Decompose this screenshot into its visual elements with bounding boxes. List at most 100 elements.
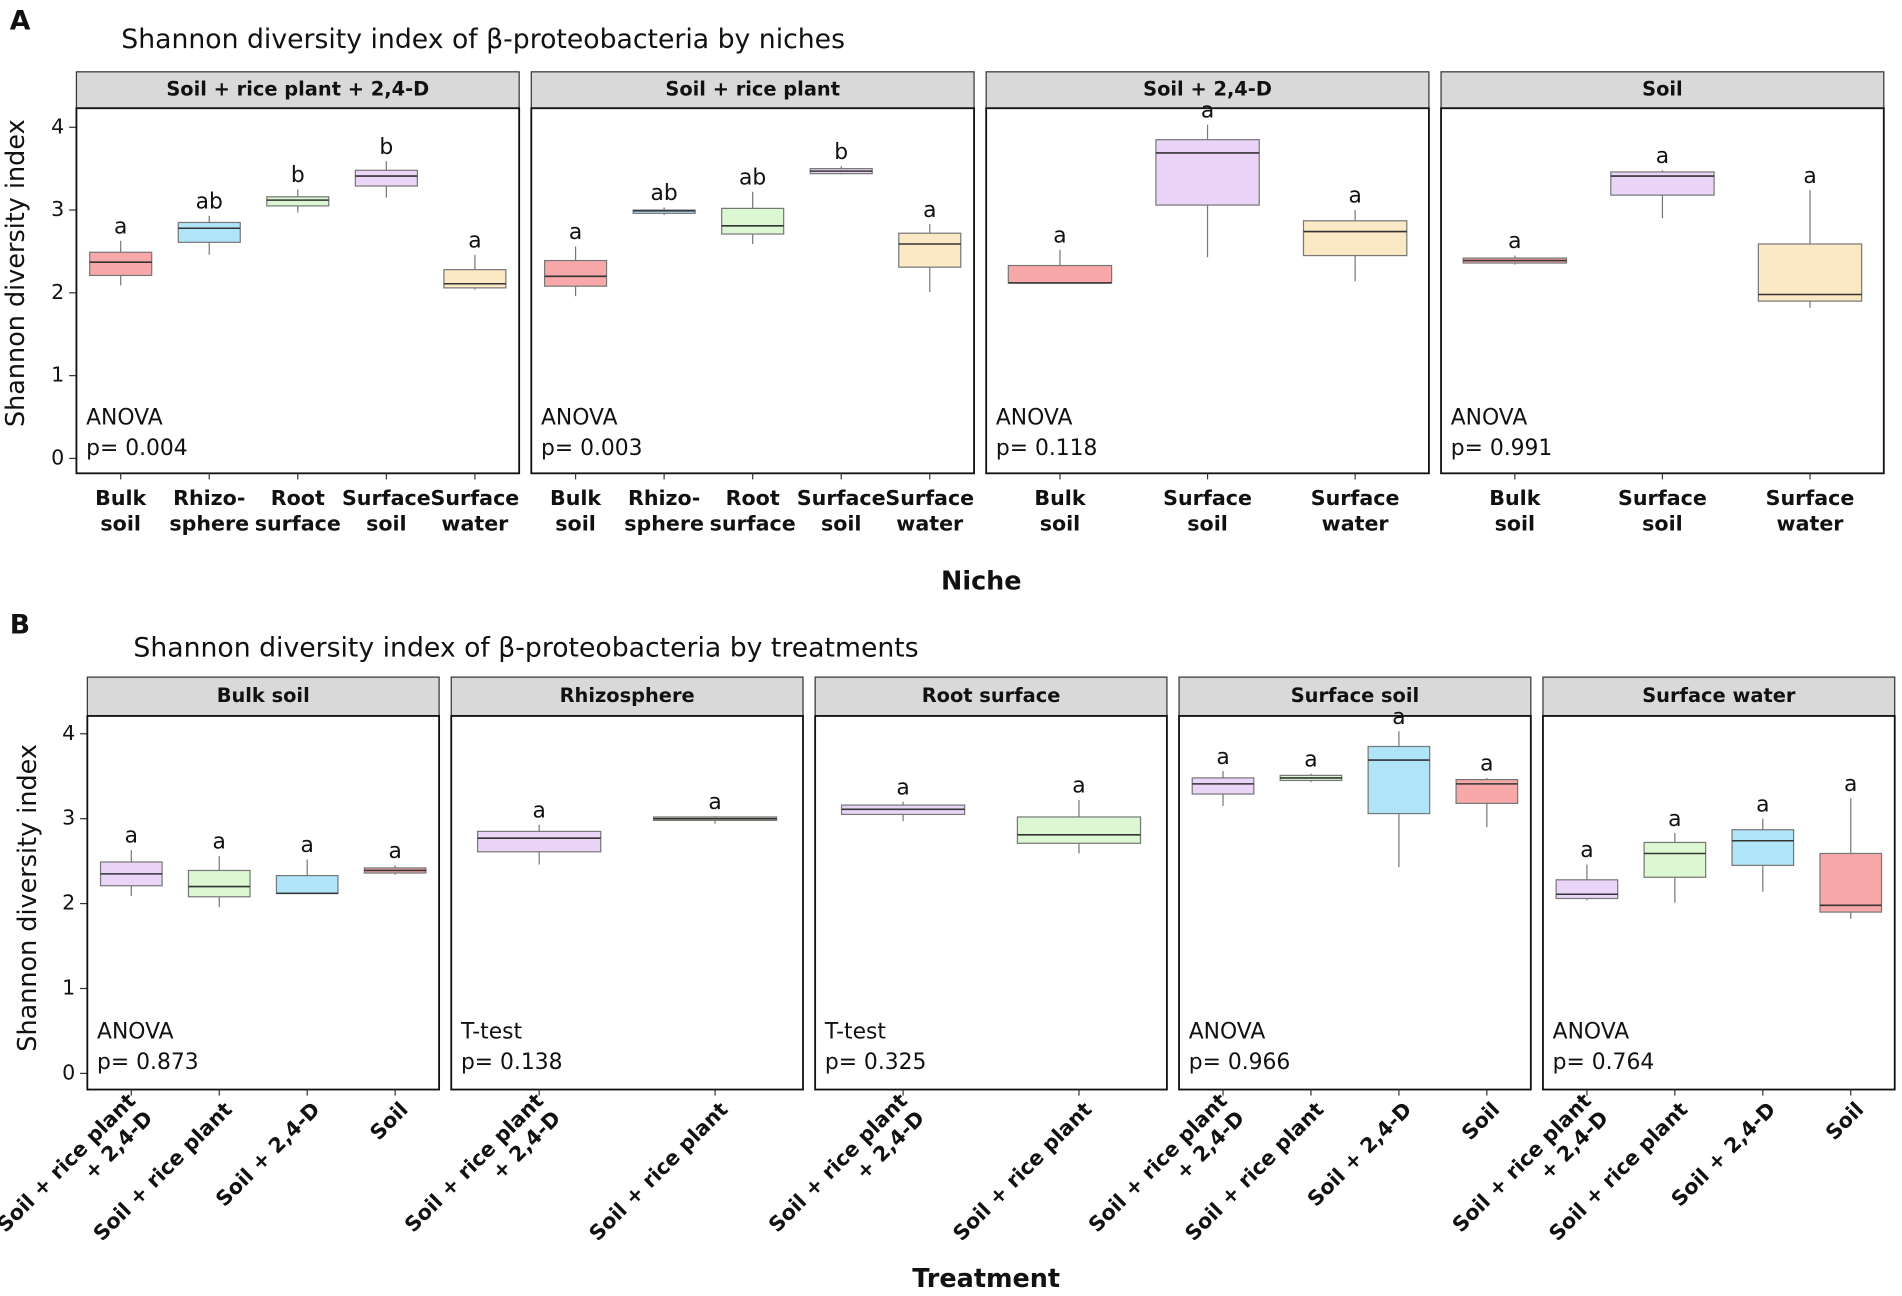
facet-panel [86,715,441,1091]
x-tick-label: Surface [431,486,520,510]
x-tick-label: water [896,511,964,535]
significance-letter: ab [739,165,766,190]
x-tick-label: soil [1495,511,1536,535]
x-tick-label: water [441,511,509,535]
box [898,232,962,268]
stat-test: ANOVA [86,406,163,431]
y-tick-label: 4 [62,721,75,745]
box [477,830,602,853]
y-tick-label: 2 [62,891,75,915]
box [1819,852,1883,913]
box [177,221,241,243]
box [543,259,608,287]
significance-letter: a [300,833,313,858]
x-tick-label: soil [555,511,596,535]
stat-test: ANOVA [996,406,1073,431]
y-tick-label: 0 [62,1060,75,1084]
x-tick-label: soil [100,511,141,535]
significance-letter: a [1656,144,1669,169]
x-tick-label: Bulk [1034,486,1086,510]
x-tick-label: Surface [1766,486,1855,510]
significance-letter: a [896,775,909,800]
significance-letter: a [1216,745,1229,770]
x-tick-label: Bulk [95,486,147,510]
significance-letter: a [1201,98,1214,123]
facet-title: Soil + rice plant [665,78,840,101]
significance-letter: b [379,135,393,160]
box [187,869,251,898]
x-tick-label: sphere [624,511,704,535]
significance-letter: a [125,824,138,849]
significance-letter: b [291,163,305,188]
significance-letter: a [1480,752,1493,777]
significance-letter: a [114,214,127,239]
facet-strip [1542,676,1896,717]
y-tick-label: 2 [51,280,64,304]
box [1007,264,1113,284]
stat-test: ANOVA [541,406,618,431]
x-tick-label: Rhizo- [173,486,245,510]
significance-letter: a [1668,807,1681,832]
significance-letter: a [1844,772,1857,797]
significance-letter: ab [651,181,678,206]
stat-test: ANOVA [97,1020,174,1045]
chart-title: Shannon diversity index of β-proteobacte… [133,633,918,664]
significance-letter: a [1756,792,1769,817]
significance-letter: a [388,839,401,864]
box [354,169,418,187]
box [89,251,153,277]
significance-letter: a [1304,747,1317,772]
x-tick-label: Bulk [1489,486,1541,510]
facet-title: Surface soil [1291,684,1419,707]
x-tick-label: soil [366,511,407,535]
y-tick-label: 1 [62,975,75,999]
box [1016,816,1142,844]
facet-title: Root surface [922,684,1061,707]
box [1367,745,1431,815]
x-tick-label: soil [1187,511,1228,535]
x-tick-label: Surface [1311,486,1400,510]
y-tick-label: 0 [51,445,64,469]
x-tick-label: surface [255,511,341,535]
stat-p: p= 0.764 [1553,1050,1655,1075]
x-tick-label: water [1777,511,1845,535]
box [275,874,339,894]
stat-test: ANOVA [1451,406,1528,431]
significance-letter: a [708,790,721,815]
box [632,209,696,214]
y-tick-label: 3 [62,806,75,830]
significance-letter: a [532,798,545,823]
significance-letter: a [213,830,226,855]
facet-panel [814,715,1168,1091]
facet-strip [814,676,1168,717]
facet-strip [985,71,1430,109]
stat-p: p= 0.991 [1451,436,1553,461]
y-axis-label: Shannon diversity index [13,744,43,1052]
stat-p: p= 0.138 [461,1050,563,1075]
x-tick-label: Bulk [550,486,602,510]
facet-panel [1178,715,1532,1091]
panel-label: B [10,610,30,641]
y-tick-label: 3 [51,197,64,221]
x-tick-label: soil [1040,511,1081,535]
stat-p: p= 0.873 [97,1050,199,1075]
significance-letter: a [1072,774,1085,799]
facet-title: Soil + rice plant + 2,4-D [166,78,429,101]
x-tick-label: Root [726,486,780,510]
box [1731,829,1795,866]
facet-panel [450,715,804,1091]
significance-letter: a [1508,229,1521,254]
stat-test: ANOVA [1189,1020,1266,1045]
x-tick-label: Surface [885,486,974,510]
significance-letter: a [1580,838,1593,863]
box [1155,139,1260,206]
stat-p: p= 0.118 [996,436,1098,461]
facet-title: Surface water [1642,684,1796,707]
facet-panel [1542,715,1896,1091]
x-tick-label: Surface [1618,486,1707,510]
facet-title: Soil [1642,78,1683,101]
stat-test: T-test [460,1020,523,1045]
stat-test: T-test [824,1020,887,1045]
stat-p: p= 0.004 [86,436,188,461]
